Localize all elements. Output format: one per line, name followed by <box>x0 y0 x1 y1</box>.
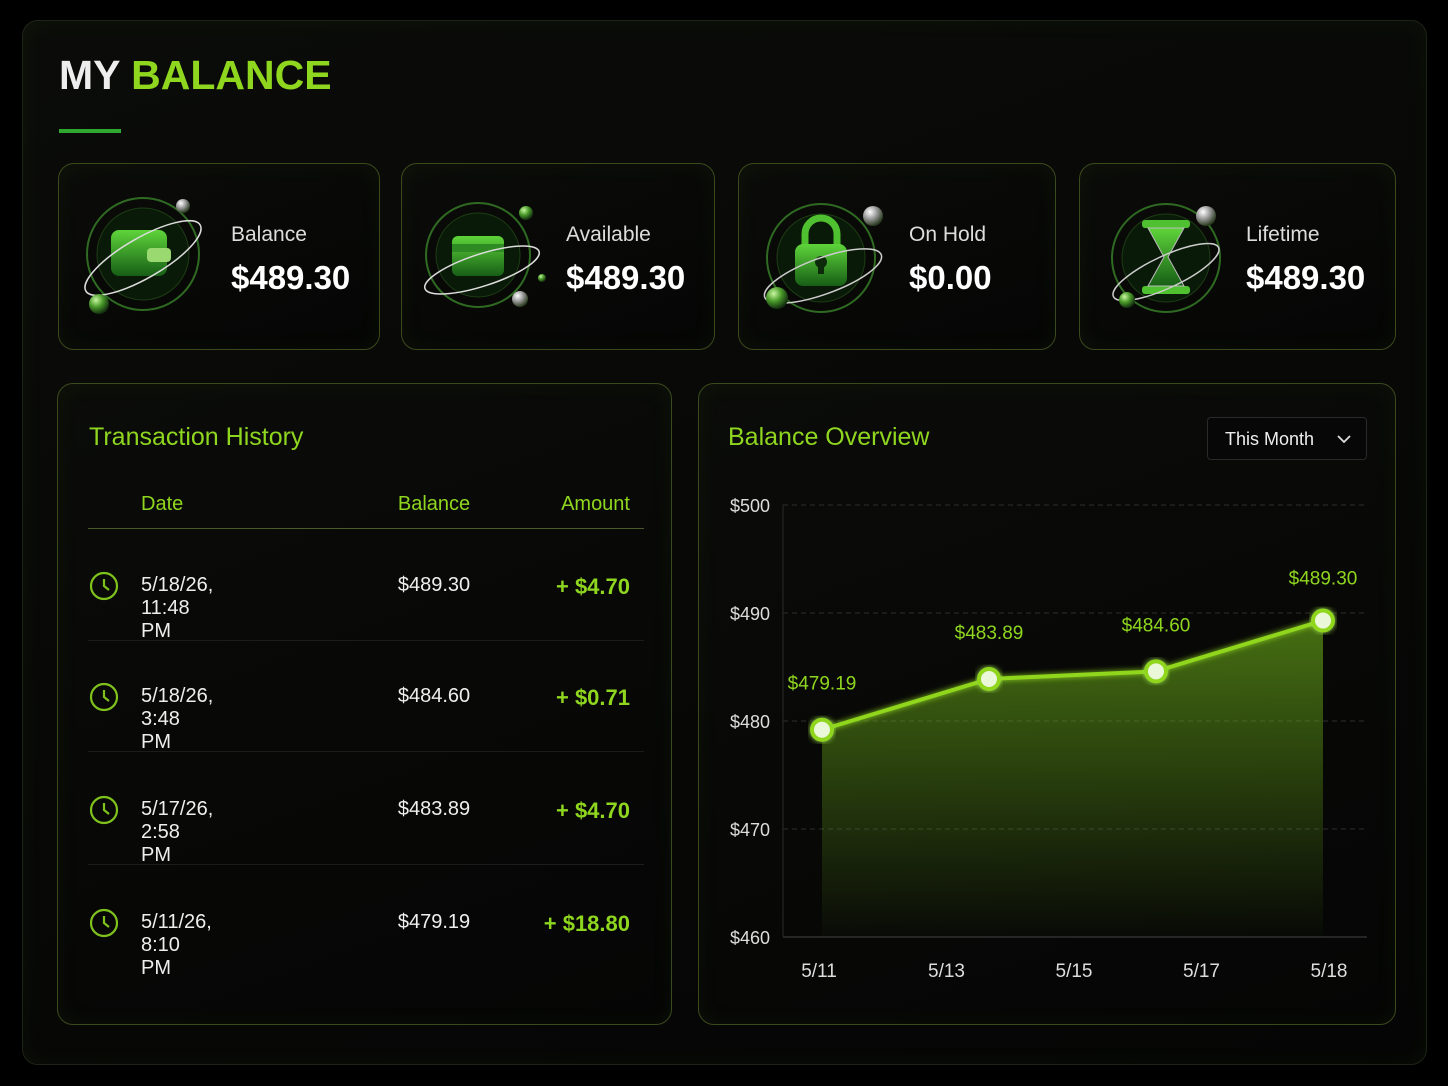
date-cell: 5/18/26, 11:48 PM <box>141 574 214 642</box>
amount-cell: + $4.70 <box>555 574 630 599</box>
y-tick-label: $460 <box>730 928 770 948</box>
balance-cell: $484.60 <box>397 685 471 707</box>
value-label: $483.89 <box>955 623 1024 644</box>
value-label: $489.30 <box>1289 569 1358 590</box>
y-tick-label: $480 <box>730 712 770 732</box>
value-label: $484.60 <box>1122 615 1191 636</box>
x-tick-label: 5/13 <box>928 961 965 982</box>
title-underline <box>59 129 121 133</box>
x-tick-label: 5/17 <box>1183 961 1220 982</box>
y-tick-label: $490 <box>730 604 770 624</box>
card-label: Available <box>566 223 651 246</box>
card: On Hold $0.00 <box>738 163 1056 350</box>
clock-icon <box>89 571 119 601</box>
card-label: On Hold <box>909 223 987 246</box>
point <box>1311 608 1335 633</box>
clock-icon <box>89 682 119 712</box>
balance-cell: $483.89 <box>397 798 471 820</box>
card-value: $0.00 <box>909 259 992 296</box>
x-tick-label: 5/18 <box>1311 961 1348 982</box>
lock-icon <box>763 203 883 313</box>
balance-cell: $489.30 <box>397 574 471 596</box>
card: Available $489.30 <box>401 163 715 350</box>
date-cell: 5/17/26, 2:58 PM <box>141 798 214 866</box>
card: Balance $489.30 <box>58 163 380 350</box>
card-value: $489.30 <box>566 259 686 296</box>
line <box>821 618 1324 732</box>
header-rule <box>88 528 644 529</box>
chevron[interactable] <box>1336 433 1352 445</box>
area <box>822 620 1323 937</box>
date-cell: 5/11/26, 8:10 PM <box>141 911 212 979</box>
column-header: Amount <box>561 493 630 515</box>
title-prefix: MY <box>59 52 120 98</box>
y-tick-label: $500 <box>730 496 770 516</box>
point <box>1144 659 1168 684</box>
card: Lifetime $489.30 <box>1079 163 1396 350</box>
value-label: $479.19 <box>788 674 857 695</box>
date-cell: 5/18/26, 3:48 PM <box>141 685 214 753</box>
wallet-icon <box>84 197 202 314</box>
balance-cell: $479.19 <box>397 911 471 933</box>
y-tick-label: $470 <box>730 820 770 840</box>
column-header: Balance <box>397 493 471 515</box>
row-divider <box>88 864 644 865</box>
point <box>977 666 1001 691</box>
row-divider <box>88 751 644 752</box>
point <box>810 717 834 742</box>
card-value: $489.30 <box>231 259 351 296</box>
page-title: MY BALANCE <box>59 52 332 99</box>
title-highlight: BALANCE <box>131 52 332 98</box>
row-divider <box>88 640 644 641</box>
chart-title: Balance Overview <box>728 423 930 451</box>
amount-cell: + $18.80 <box>543 911 630 936</box>
clock-icon <box>89 795 119 825</box>
amount-cell: + $0.71 <box>555 685 630 710</box>
x-tick-label: 5/11 <box>801 961 837 982</box>
period-dropdown[interactable]: This Month <box>1207 417 1367 460</box>
section-title: Transaction History <box>89 423 304 451</box>
amount-cell: + $4.70 <box>555 798 630 823</box>
card-icon <box>423 202 546 308</box>
transaction-panel <box>57 383 672 1025</box>
hourglass-icon <box>1111 203 1221 313</box>
card-value: $489.30 <box>1246 259 1366 296</box>
clock-icon <box>89 908 119 938</box>
card-label: Balance <box>231 223 307 246</box>
card-label: Lifetime <box>1246 223 1320 246</box>
dropdown-label[interactable]: This Month <box>1225 429 1315 449</box>
column-header: Date <box>141 493 184 515</box>
x-tick-label: 5/15 <box>1056 961 1093 982</box>
